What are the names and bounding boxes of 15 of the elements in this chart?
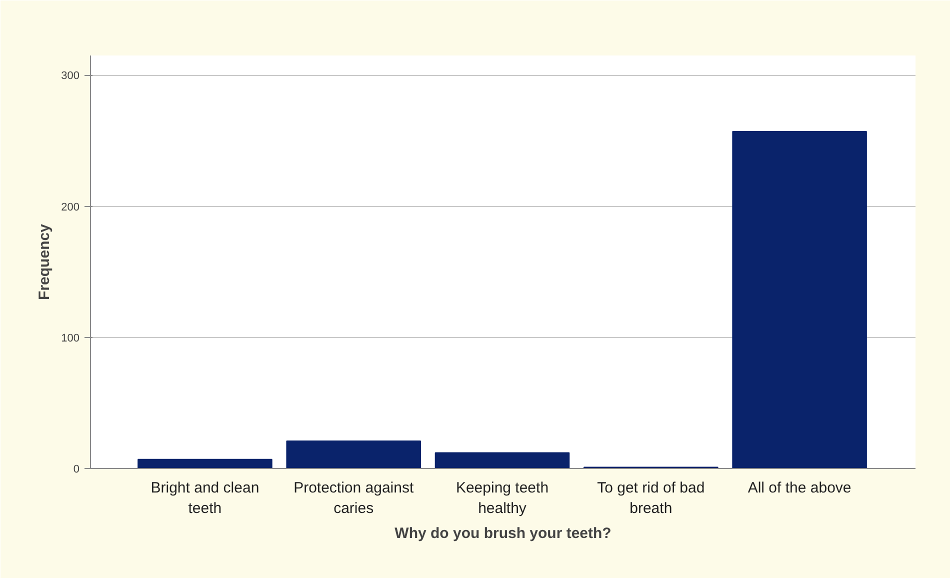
x-tick-label: To get rid of bad breath [597,480,705,517]
x-tick-label: All of the above [748,480,852,496]
x-axis-title: Why do you brush your teeth? [394,524,612,542]
y-tick-label: 300 [61,70,80,82]
y-tick-label: 200 [61,201,80,214]
bar [138,458,272,468]
bar [732,131,867,468]
y-axis-title: Frequency [36,223,54,300]
x-tick-label: Protection against caries [294,480,414,517]
y-tick-label: 100 [61,332,80,344]
x-tick-label: Bright and clean teeth [150,480,260,517]
bar [286,440,421,468]
x-tick-label: Keeping teeth healthy [456,480,549,517]
bar [434,452,570,468]
y-tick-label: 0 [73,464,80,476]
